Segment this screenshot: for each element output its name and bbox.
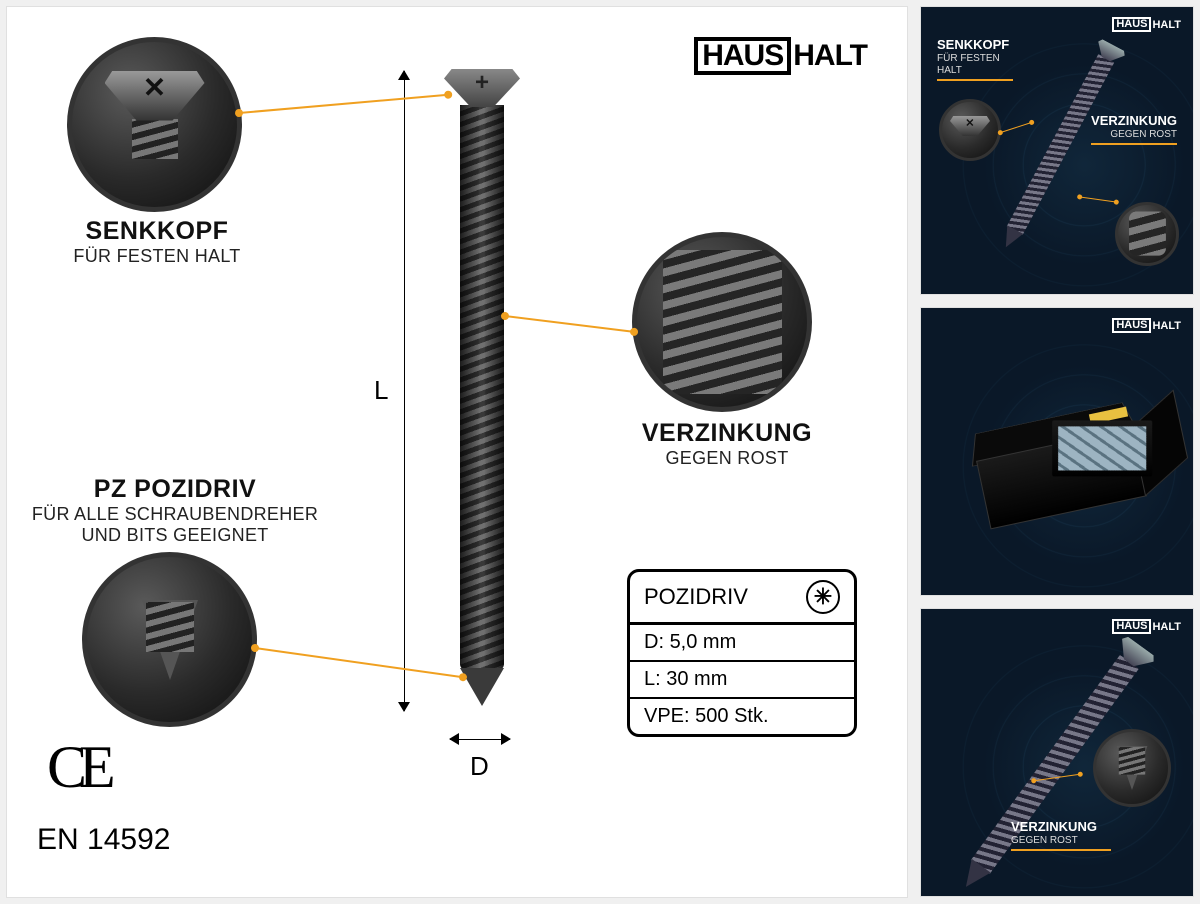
thumb1-sub1b: HALT: [937, 65, 962, 76]
spec-head-row: POZIDRIV: [630, 572, 854, 625]
callout-head-mini: [939, 99, 1001, 161]
feature-drive: PZ POZIDRIV FÜR ALLE SCHRAUBENDREHER UND…: [25, 475, 325, 546]
feature-drive-title: PZ POZIDRIV: [25, 475, 325, 504]
thumb3-title: VERZINKUNG: [1011, 819, 1097, 834]
thumbnail-sidebar: HAUSHALT SENKKOPF FÜR FESTEN HALT VERZIN…: [920, 6, 1194, 898]
brand-logo-mini: HAUSHALT: [1112, 619, 1181, 634]
dimension-line-d: [450, 739, 510, 740]
ce-mark: CE: [47, 733, 108, 802]
thumb1-underline2: [1091, 143, 1177, 145]
brand-logo-mini: HAUSHALT: [1112, 17, 1181, 32]
thumb3-sub: GEGEN ROST: [1011, 835, 1078, 846]
connector-drive: [255, 647, 463, 678]
thread-zoom-graphic: [663, 250, 782, 395]
spec-row-d: D: 5,0 mm: [630, 625, 854, 662]
feature-head-title: SENKKOPF: [52, 217, 262, 246]
screws-pile: [1052, 421, 1152, 477]
spec-row-vpe: VPE: 500 Stk.: [630, 699, 854, 734]
dimension-label-l: L: [374, 375, 388, 406]
spec-row-l: L: 30 mm: [630, 662, 854, 699]
spec-head-label: POZIDRIV: [644, 584, 748, 610]
thumb1-sub1a: FÜR FESTEN: [937, 53, 1000, 64]
pozidriv-icon: [806, 580, 840, 614]
feature-drive-sub2: UND BITS GEEIGNET: [25, 525, 325, 546]
connector-coating: [505, 315, 634, 333]
thumbnail-3[interactable]: HAUSHALT VERZINKUNG GEGEN ROST: [920, 608, 1194, 897]
callout-tip-mini: [1093, 729, 1171, 807]
spec-table: POZIDRIV D: 5,0 mm L: 30 mm VPE: 500 Stk…: [627, 569, 857, 737]
thumb1-title1: SENKKOPF: [937, 37, 1009, 52]
screw-head: [444, 69, 520, 107]
feature-coating: VERZINKUNG GEGEN ROST: [607, 419, 847, 469]
tip-zoom-graphic: [142, 600, 198, 680]
standard-label: EN 14592: [37, 823, 170, 857]
callout-thread-mini: [1115, 202, 1179, 266]
screw-illustration: [442, 69, 522, 714]
connector-head: [239, 94, 448, 114]
callout-drive: [82, 552, 257, 727]
brand-part1: HAUS: [694, 37, 791, 75]
thumb1-sub2: GEGEN ROST: [1110, 129, 1177, 140]
callout-coating: [632, 232, 812, 412]
feature-coating-sub: GEGEN ROST: [607, 448, 847, 469]
main-product-diagram: HAUSHALT L D SENKKOPF FÜR FESTEN HALT VE…: [6, 6, 908, 898]
thumb1-underline1: [937, 79, 1013, 81]
feature-drive-sub1: FÜR ALLE SCHRAUBENDREHER: [25, 504, 325, 525]
thumb1-title2: VERZINKUNG: [1091, 113, 1177, 128]
feature-head: SENKKOPF FÜR FESTEN HALT: [52, 217, 262, 267]
thumbnail-2[interactable]: HAUSHALT: [920, 307, 1194, 596]
brand-part2: HALT: [793, 39, 867, 73]
head-zoom-graphic: [105, 91, 205, 159]
feature-head-sub: FÜR FESTEN HALT: [52, 246, 262, 267]
screw-tip: [460, 668, 504, 706]
brand-logo: HAUSHALT: [694, 37, 867, 75]
callout-head: [67, 37, 242, 212]
screw-shaft: [460, 105, 504, 670]
feature-coating-title: VERZINKUNG: [607, 419, 847, 448]
dimension-label-d: D: [470, 751, 489, 782]
thumb3-underline: [1011, 849, 1111, 851]
thumbnail-1[interactable]: HAUSHALT SENKKOPF FÜR FESTEN HALT VERZIN…: [920, 6, 1194, 295]
dimension-line-l: [404, 71, 405, 711]
brand-logo-mini: HAUSHALT: [1112, 318, 1181, 333]
